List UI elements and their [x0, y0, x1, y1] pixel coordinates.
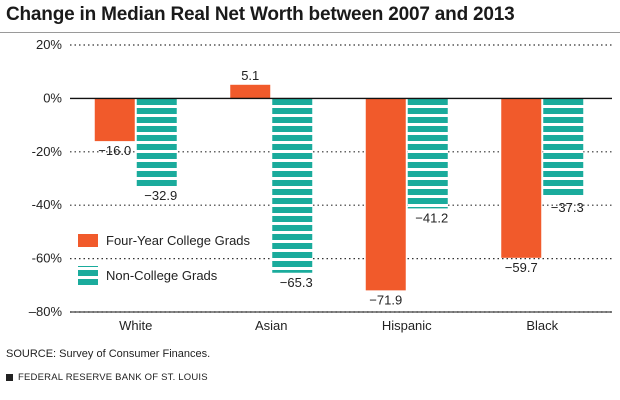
college-bar	[365, 98, 406, 291]
title-divider	[0, 32, 620, 33]
college-bar	[94, 98, 135, 142]
footer-text: FEDERAL RESERVE BANK OF ST. LOUIS	[18, 372, 208, 383]
data-label: −41.2	[415, 210, 448, 225]
footer: FEDERAL RESERVE BANK OF ST. LOUIS	[6, 372, 208, 383]
college-bar	[501, 98, 542, 258]
y-tick-label: –80%	[29, 304, 63, 319]
noncollege-bar	[136, 98, 177, 187]
noncollege-bar	[407, 98, 448, 209]
data-label: −65.3	[280, 275, 313, 290]
y-tick-label: 20%	[36, 37, 62, 52]
legend-label-noncollege: Non-College Grads	[106, 268, 218, 283]
data-label: −16.0	[98, 143, 131, 158]
data-label: −71.9	[369, 292, 402, 307]
data-label: −37.3	[551, 200, 584, 215]
noncollege-bar	[543, 98, 584, 198]
data-label: −32.9	[144, 188, 177, 203]
x-tick-label: Black	[526, 318, 558, 333]
noncollege-bar	[272, 98, 313, 273]
data-label: −59.7	[505, 260, 538, 275]
x-tick-label: White	[119, 318, 152, 333]
legend-swatch-noncollege	[78, 266, 98, 288]
chart-title: Change in Median Real Net Worth between …	[6, 4, 515, 25]
source-note: SOURCE: Survey of Consumer Finances.	[6, 348, 211, 360]
bar-chart: 20% 0% -20% -40% -60% –80% −16.0 −32.9 White 5.1 −…	[29, 37, 612, 333]
x-tick-label: Hispanic	[382, 318, 432, 333]
y-tick-label: -40%	[32, 197, 63, 212]
square-bullet-icon	[6, 374, 13, 381]
y-tick-label: -20%	[32, 144, 63, 159]
college-bar	[230, 84, 271, 99]
y-tick-label: -60%	[32, 251, 63, 266]
y-tick-label: 0%	[43, 90, 62, 105]
data-label: 5.1	[241, 68, 259, 83]
legend-swatch-college	[78, 234, 98, 247]
x-tick-label: Asian	[255, 318, 288, 333]
legend-label-college: Four-Year College Grads	[106, 233, 251, 248]
